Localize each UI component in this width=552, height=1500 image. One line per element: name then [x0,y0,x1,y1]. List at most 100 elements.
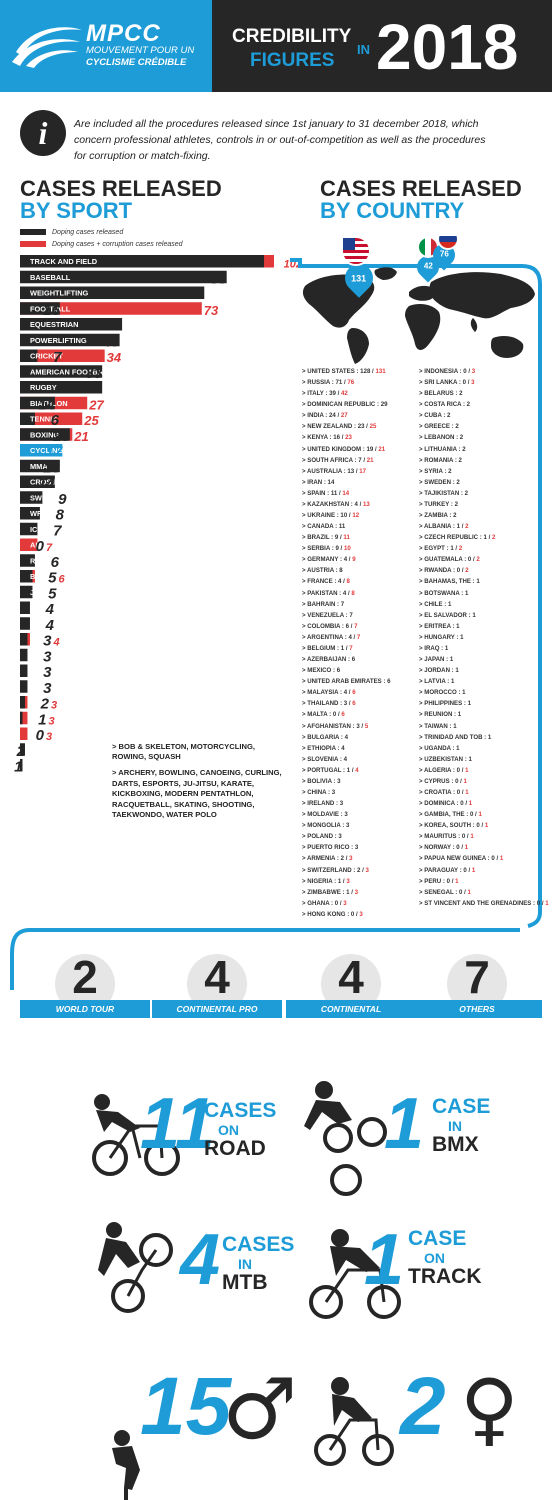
country-total: 6 [352,689,356,697]
country-name: > HONG KONG : 0 [302,910,355,918]
country-list-col1: > UNITED STATES : 128 / 131 > RUSSIA : 71… [302,366,391,920]
category-label: VOLLEY-BALL [30,682,82,691]
bar-doping [20,349,38,362]
mtb-label: CASES IN MTB [222,1234,294,1294]
connector-lines [10,258,542,990]
country-name: > GERMANY : 4 [302,556,348,564]
bar-doping [20,617,30,630]
country-name: > DOMINICAN REPUBLIC : 29 [302,401,388,409]
country-row: > TURKEY : 2 [419,499,549,510]
total-value-label: 7 [46,542,53,554]
country-total: 7 [356,633,361,641]
country-row: > ZIMBABWE : 1 / 3 [302,887,391,898]
bar-doping [20,475,55,488]
country-row: > RUSSIA : 71 / 76 [302,377,391,388]
doping-value-label: 2 [16,743,26,760]
doping-value-label: 14 [38,475,55,492]
country-name: > LITHUANIA : 2 [419,445,466,453]
country-row: > VENEZUELA : 7 [302,610,391,621]
country-name: > PAPUA NEW GUINEA : 0 [419,855,495,863]
bar-total [20,349,105,362]
country-row: > UGANDA : 1 [419,743,549,754]
country-name: > IRELAND : 3 [302,800,344,808]
country-total: 9 [352,556,356,564]
country-name: > MALTA : 0 [302,711,337,719]
country-sep: / [460,766,466,774]
country-row: > GHANA : 0 / 3 [302,898,391,909]
category-label: NORDIC SKIING [30,667,87,676]
country-row: > BELGIUM : 1 / 7 [302,643,391,654]
country-name: > BOLIVIA : 3 [302,777,341,785]
doping-value-label: 5 [48,585,57,602]
country-row: > ERITREA : 1 [419,621,549,632]
total-value-label: 27 [88,397,104,412]
country-name: > GREECE : 2 [419,423,459,431]
category-label: RUGBY [30,383,57,392]
doping-value-label: 20 [52,428,70,445]
total-value-label: 3 [51,700,57,712]
country-name: > UNITED ARAB EMIRATES : 6 [302,678,391,686]
doping-value-label: 3 [43,680,52,697]
bmx-label-word1: CASE [432,1095,491,1118]
country-name: > SYRIA : 2 [419,467,452,475]
bar-total [20,711,28,725]
team-label: CONTINENTAL [286,1000,416,1018]
doping-value-label: 0 [36,538,45,555]
country-row: > GUATEMALA : 0 / 2 [419,554,549,565]
cyclist-silhouettes [92,1081,401,1500]
country-sep: / [338,534,344,542]
category-label: ALL SPORTS [30,541,77,550]
team-continental: 4 CONTINENTAL [286,951,416,1024]
country-row: > INDIA : 24 / 27 [302,410,391,421]
country-row: > MALTA : 0 / 6 [302,709,391,720]
country-name: > ARMENIA : 2 [302,855,345,863]
country-name: > IRAN : 14 [302,478,335,486]
bar-doping [20,601,30,614]
team-value: 7 [464,951,490,1003]
country-row: > DOMINICA : 0 / 1 [419,798,549,809]
country-sep: / [357,500,364,508]
category-label: WEIGHTLIFTING [30,289,89,298]
doping-value-label: 0 [36,727,45,744]
country-row: > AZERBAIJAN : 6 [302,654,391,665]
mtb-label-word2: IN [238,1256,252,1272]
country-total: 3 [354,888,359,896]
country-total: 10 [343,545,351,553]
country-name: > AUSTRALIA : 13 [302,467,355,475]
country-name: > UNITED KINGDOM : 19 [302,445,374,453]
doping-value-label: 7 [53,349,62,366]
country-total: 8 [346,578,350,586]
country-name: > REUNION : 1 [419,711,462,719]
doping-value-label: 17 [46,444,63,461]
bar-doping [20,396,55,410]
country-total: 1 [484,822,489,830]
doping-value-label: 16 [43,302,60,319]
country-name: > ZIMBABWE : 1 [302,888,350,896]
legend-doping: Doping cases released [20,226,183,238]
country-name: > ROMANIA : 2 [419,456,462,464]
country-name: > MEXICO : 6 [302,667,341,675]
bar-doping [20,270,227,284]
country-sep: / [347,700,353,708]
country-total: 3 [471,379,475,387]
country-row: > BAHAMAS, THE : 1 [419,576,549,587]
country-row: > LEBANON : 2 [419,432,549,443]
country-row: > UNITED KINGDOM : 19 / 21 [302,444,391,455]
country-name: > CHILE : 1 [419,600,452,608]
country-row: > ROMANIA : 2 [419,455,549,466]
category-label: RUGBY LEAGUE [30,556,89,565]
female-symbol-icon: ♀ [460,1362,519,1455]
country-row: > NEW ZEALAND : 23 / 25 [302,421,391,432]
track-label-word2: ON [424,1250,445,1266]
road-label-word3: ROAD [204,1137,266,1160]
country-name: > ETHIOPIA : 4 [302,744,345,752]
country-name: > AFGHANISTAN : 3 [302,722,360,730]
country-name: > LATVIA : 1 [419,678,455,686]
bar-doping [20,522,38,536]
doping-value-label: 74 [188,286,205,303]
country-total: 25 [369,423,377,431]
country-sep: / [337,489,343,497]
country-name: > NORWAY : 0 [419,844,460,852]
bar-total [20,302,202,315]
country-sep: / [336,711,342,719]
